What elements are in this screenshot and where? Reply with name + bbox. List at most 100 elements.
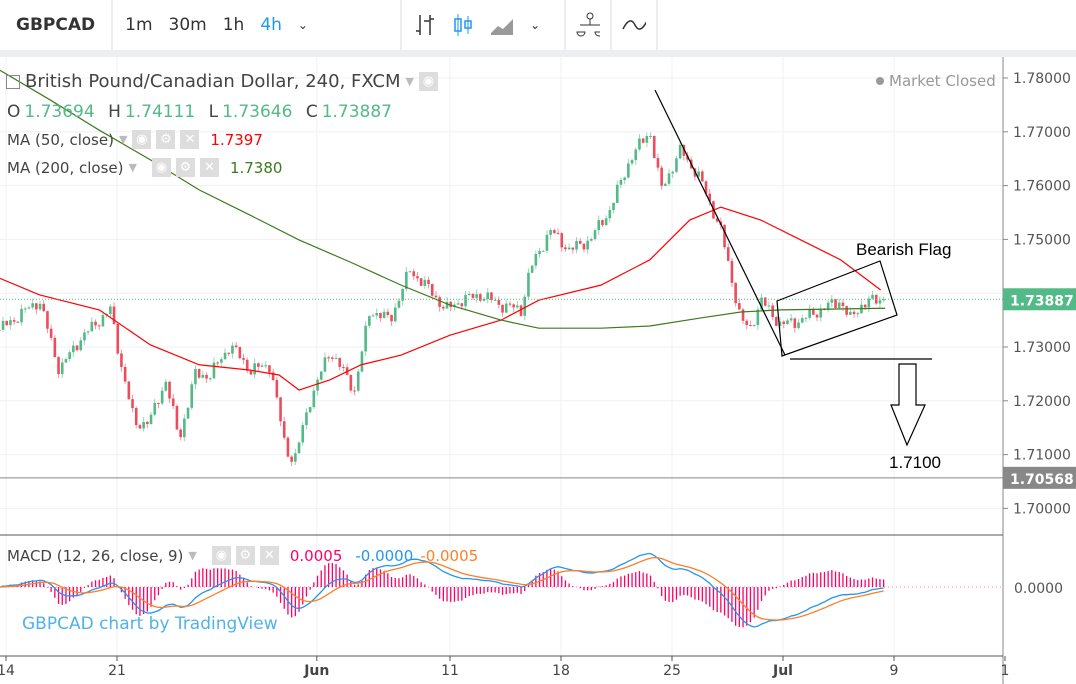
candle-down — [46, 311, 49, 329]
candle-up — [297, 442, 301, 454]
candle-down — [127, 381, 131, 400]
candle-up — [593, 230, 597, 240]
visibility-icon[interactable]: ◉ — [418, 72, 438, 91]
candle-down — [460, 303, 464, 307]
candle-up — [64, 359, 68, 363]
close-icon[interactable]: ✕ — [199, 158, 219, 177]
chevron-down-icon[interactable]: ▼ — [128, 161, 137, 174]
candle-up — [375, 313, 379, 316]
candle-up — [190, 384, 194, 408]
candle-down — [157, 402, 160, 404]
price-tick-label: 1.73000 — [1013, 340, 1071, 356]
gear-icon[interactable]: ⚙ — [235, 546, 255, 565]
candle-down — [35, 303, 38, 310]
area-chart-icon[interactable] — [490, 13, 514, 37]
candle-up — [612, 202, 615, 211]
candle-down — [841, 302, 845, 307]
down-arrow[interactable] — [890, 363, 926, 447]
visibility-icon[interactable]: ◉ — [132, 130, 152, 149]
candle-down — [227, 352, 231, 354]
candle-up — [786, 320, 789, 325]
ma200-line — [0, 69, 886, 329]
candle-up — [360, 351, 364, 372]
candle-down — [582, 243, 586, 250]
last-price-badge — [1003, 288, 1076, 311]
candle-down — [16, 321, 20, 323]
candle-down — [656, 158, 660, 168]
trend-line[interactable] — [654, 89, 786, 356]
ma50-value: 1.7397 — [210, 130, 263, 149]
candle-up — [368, 316, 371, 326]
chevron-down-icon[interactable]: ▼ — [188, 549, 197, 562]
ma50-legend: MA (50, close) ▼ ◉ ⚙ ✕ 1.7397 — [7, 130, 263, 149]
candles-icon[interactable] — [452, 13, 474, 37]
chart-type-chevron-icon[interactable]: ⌄ — [530, 18, 541, 32]
drawing-annotations[interactable] — [654, 89, 932, 447]
candle-down — [734, 282, 737, 304]
candle-down — [512, 304, 515, 308]
symbol-button[interactable]: GBPCAD — [16, 15, 96, 35]
price-tick-label: 1.71000 — [1013, 448, 1071, 464]
candle-up — [678, 144, 682, 159]
candle-down — [257, 363, 260, 367]
candle-down — [282, 421, 286, 438]
bars-icon[interactable] — [414, 13, 436, 37]
gear-icon[interactable]: ⚙ — [175, 158, 195, 177]
candle-down — [578, 240, 582, 244]
close-icon[interactable]: ✕ — [259, 546, 279, 565]
candle-down — [741, 309, 745, 321]
toolbar-filler — [658, 0, 1076, 50]
compare-scale-icon[interactable] — [576, 12, 601, 38]
time-axis[interactable]: 14 21 Jun 11 18 25 Jul 9 1 — [0, 656, 1009, 679]
candle-down — [197, 369, 201, 378]
market-status: Market Closed — [876, 72, 996, 90]
close-value: 1.73887 — [321, 102, 393, 122]
candle-up — [541, 250, 545, 252]
interval-1m[interactable]: 1m — [125, 15, 153, 35]
candle-down — [168, 381, 171, 399]
gear-icon[interactable]: ⚙ — [156, 130, 176, 149]
time-tick-label: 9 — [890, 663, 899, 679]
interval-4h[interactable]: 4h — [260, 15, 282, 35]
visibility-icon[interactable]: ◉ — [151, 158, 171, 177]
candle-up — [760, 297, 763, 310]
close-icon[interactable]: ✕ — [180, 130, 200, 149]
candle-up — [23, 308, 27, 310]
indicators-icon[interactable] — [622, 15, 647, 35]
candle-up — [837, 302, 841, 308]
bearish-flag-channel[interactable] — [776, 260, 898, 357]
candle-down — [97, 325, 101, 327]
price-axis[interactable]: 1.78000 1.77000 1.76000 1.75000 1.72000 1.710… — [1003, 71, 1076, 517]
interval-1h[interactable]: 1h — [222, 15, 245, 35]
close-label: C — [305, 102, 318, 122]
macd-label[interactable]: MACD (12, 26, close, 9) — [7, 546, 184, 565]
ma50-label[interactable]: MA (50, close) — [7, 130, 114, 149]
candle-up — [675, 158, 678, 172]
ma200-label[interactable]: MA (200, close) — [7, 158, 124, 177]
interval-dropdown-chevron-icon[interactable]: ⌄ — [297, 18, 308, 32]
candle-down — [349, 374, 353, 391]
interval-30m[interactable]: 30m — [168, 15, 207, 35]
macd-line — [0, 552, 884, 628]
candle-up — [630, 160, 634, 164]
legend-chevron-icon[interactable]: ▼ — [405, 75, 414, 88]
candle-down — [556, 232, 560, 234]
legend-title[interactable]: British Pound/Canadian Dollar, 240, FXCM — [25, 71, 401, 92]
candle-up — [800, 318, 804, 323]
candle-down — [171, 398, 175, 406]
visibility-icon[interactable]: ◉ — [211, 546, 231, 565]
chevron-down-icon[interactable]: ▼ — [118, 133, 128, 146]
candle-down — [442, 306, 445, 309]
candle-up — [797, 322, 800, 329]
candle-up — [504, 303, 508, 313]
candle-up — [294, 453, 297, 462]
candle-down — [438, 297, 441, 307]
candle-down — [42, 303, 46, 312]
candle-down — [116, 323, 120, 354]
collapse-legend-icon[interactable] — [6, 74, 20, 89]
time-tick-label: 11 — [441, 663, 459, 679]
candle-down — [519, 305, 523, 316]
candle-up — [397, 300, 401, 308]
candle-up — [401, 288, 404, 301]
